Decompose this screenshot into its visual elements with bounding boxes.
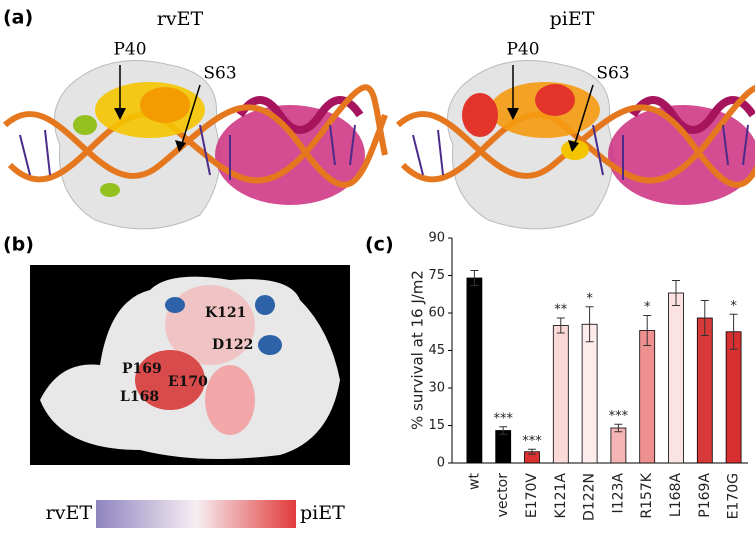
- y-tick-label: 75: [428, 268, 445, 283]
- bar: [696, 317, 713, 464]
- significance-label: ***: [522, 434, 542, 449]
- y-tick-label: 45: [428, 343, 445, 358]
- residue-label: S63: [596, 64, 629, 84]
- structure-right: [398, 61, 755, 229]
- significance-label: *: [586, 291, 593, 306]
- bar: [639, 330, 656, 464]
- structure-title: rvET: [157, 8, 204, 30]
- significance-label: ***: [493, 411, 513, 426]
- x-tick-label: E170G: [726, 473, 742, 519]
- surface-patch: [165, 297, 185, 313]
- bar: [581, 323, 598, 464]
- significance-label: *: [644, 300, 651, 315]
- residue-label: L168: [120, 389, 159, 405]
- y-tick-label: 30: [428, 381, 445, 396]
- x-tick-label: E170V: [524, 473, 540, 519]
- y-tick-label: 15: [428, 418, 445, 433]
- x-tick-label: I123A: [610, 473, 626, 514]
- residue-label: P169: [122, 361, 162, 377]
- bar: [552, 325, 569, 464]
- residue-label: K121: [205, 305, 246, 321]
- x-tick-label: K121A: [553, 473, 569, 519]
- scale-label: rvET: [46, 502, 93, 524]
- y-tick-label: 0: [437, 456, 445, 471]
- surface-patch: [255, 295, 275, 315]
- surface-patch: [258, 335, 282, 355]
- panel-label: (c): [365, 234, 394, 256]
- bar: [610, 427, 627, 464]
- residue-label: S63: [203, 64, 236, 84]
- x-tick-label: P169A: [697, 473, 713, 518]
- residue-label: E170: [168, 374, 208, 390]
- bar: [466, 277, 483, 464]
- structure-left: [5, 61, 385, 229]
- x-tick-label: R157K: [639, 472, 655, 518]
- panel-label: (a): [3, 7, 33, 29]
- color-scale: [96, 500, 296, 528]
- y-tick-label: 60: [428, 306, 445, 321]
- surface-patch: [165, 285, 255, 365]
- residue-label: P40: [506, 40, 539, 60]
- significance-label: *: [730, 299, 737, 314]
- significance-label: **: [554, 303, 568, 318]
- surface-patch: [135, 350, 205, 410]
- panel-a: (a) rvET P40 S63 piET P40 S63: [3, 7, 755, 229]
- x-tick-label: vector: [495, 473, 511, 518]
- y-tick-label: 90: [428, 231, 445, 246]
- surface-patch: [205, 365, 255, 435]
- y-axis-title: % survival at 16 J/m2: [409, 270, 427, 430]
- bar: [668, 292, 684, 464]
- bar: [725, 331, 742, 464]
- panel-label: (b): [3, 234, 34, 256]
- x-tick-label: D122N: [582, 473, 598, 521]
- x-tick-label: L168A: [668, 473, 684, 518]
- significance-label: ***: [609, 409, 629, 424]
- panel-b: (b) K121 D122 P169 E170 L168 rvET piET: [3, 234, 350, 528]
- x-tick-label: wt: [466, 473, 482, 490]
- residue-label: P40: [113, 40, 146, 60]
- bar: [495, 430, 512, 464]
- residue-label: D122: [212, 337, 253, 353]
- structure-title: piET: [550, 8, 595, 30]
- scale-label: piET: [300, 502, 345, 524]
